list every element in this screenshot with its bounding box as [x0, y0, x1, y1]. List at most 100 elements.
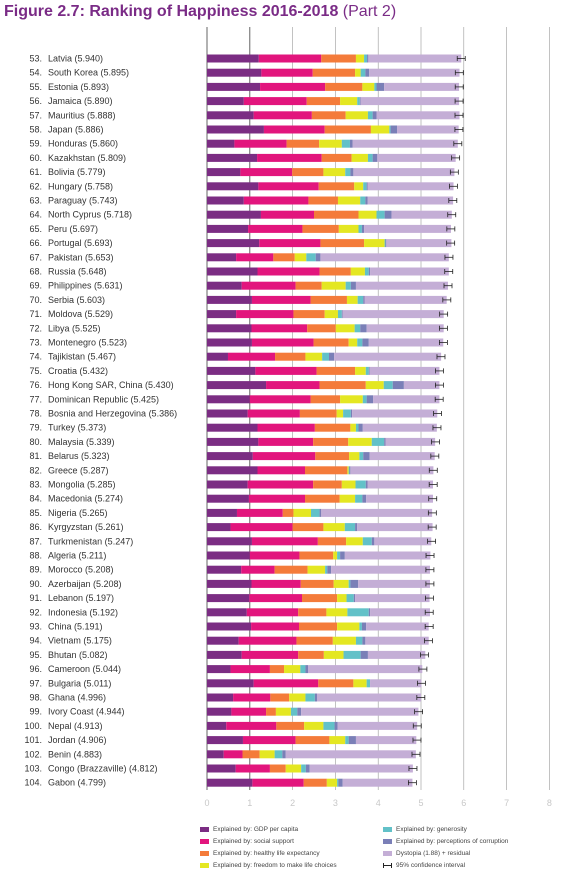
bar-segment-gdp [207, 352, 228, 361]
row-rank: 101. [24, 735, 42, 745]
bar-segment-life [310, 395, 341, 404]
bar-segment-corruption [328, 352, 335, 361]
bar-segment-generosity [337, 551, 341, 560]
bar-segment-gdp [207, 324, 252, 333]
bar-segment-dystopia [367, 196, 454, 205]
row-rank: 95. [29, 650, 42, 660]
bar-segment-generosity [355, 636, 363, 645]
bar-segment-dystopia [367, 480, 433, 489]
bar-segment-gdp [207, 253, 237, 262]
bar-segment-dystopia [334, 352, 442, 361]
bar-segment-social [241, 650, 299, 659]
bar-segment-gdp [207, 480, 248, 489]
bar-segment-generosity [343, 409, 351, 418]
row-rank: 89. [29, 565, 42, 575]
bar-segment-dystopia [357, 523, 433, 532]
bar-segment-freedom [338, 224, 359, 233]
bar-segment-social [230, 665, 270, 674]
x-tick-label: 6 [461, 798, 466, 808]
bar-segment-gdp [207, 111, 254, 120]
bar-row: 58. Japan (5.886) [29, 125, 464, 135]
bar-segment-freedom [285, 764, 302, 773]
bar-segment-gdp [207, 437, 259, 446]
bar-segment-generosity [371, 437, 385, 446]
bar-row: 65. Peru (5.697) [29, 224, 456, 234]
bar-segment-freedom [362, 82, 375, 91]
row-country-label: Bolivia (5.779) [48, 167, 106, 177]
bar-segment-generosity [345, 168, 351, 177]
bar-row: 76. Hong Kong SAR, China (5.430) [29, 380, 444, 390]
bar-segment-gdp [207, 68, 262, 77]
bar-segment-dystopia [331, 565, 430, 574]
bar-segment-gdp [207, 381, 267, 390]
bar-segment-life [300, 579, 334, 588]
bar-row: 102. Benin (4.883) [24, 749, 421, 759]
bar-segment-life [319, 381, 366, 390]
bar-segment-freedom [337, 196, 361, 205]
row-country-label: Turkey (5.373) [48, 423, 106, 433]
bar-segment-freedom [329, 736, 346, 745]
bar-segment-life [320, 239, 365, 248]
legend-swatch-gdp [200, 827, 209, 832]
bar-row: 80. Malaysia (5.339) [29, 437, 440, 447]
bar-segment-social [251, 537, 318, 546]
legend-label: Explained by: generosity [396, 826, 467, 833]
bar-segment-generosity [354, 324, 361, 333]
bar-segment-corruption [348, 736, 356, 745]
row-rank: 76. [29, 380, 42, 390]
bar-segment-social [259, 239, 321, 248]
row-country-label: Cameroon (5.044) [48, 664, 121, 674]
bar-segment-corruption [360, 324, 367, 333]
bar-segment-freedom [304, 721, 324, 730]
bar-row: 72. Libya (5.525) [29, 323, 448, 333]
bar-segment-life [314, 210, 359, 219]
row-rank: 77. [29, 394, 42, 404]
bar-segment-gdp [207, 366, 256, 375]
bar-row: 88. Algeria (5.211) [29, 551, 435, 561]
bar-segment-freedom [323, 523, 345, 532]
legend-label: Explained by: freedom to make life choic… [213, 862, 337, 869]
x-tick-label: 4 [376, 798, 381, 808]
row-country-label: Malaysia (5.339) [48, 437, 115, 447]
bar-row: 96. Cameroon (5.044) [29, 664, 428, 674]
bar-row: 59. Honduras (5.860) [29, 139, 463, 149]
bar-segment-gdp [207, 594, 250, 603]
row-rank: 59. [29, 139, 42, 149]
bar-segment-corruption [341, 310, 343, 319]
bar-segment-freedom [350, 267, 365, 276]
row-country-label: Russia (5.648) [48, 267, 107, 277]
bar-segment-generosity [346, 594, 354, 603]
bar-segment-life [299, 551, 334, 560]
bar-segment-generosity [360, 196, 366, 205]
bar-segment-freedom [346, 537, 363, 546]
bar-segment-dystopia [370, 679, 422, 688]
legend-label: Explained by: social support [213, 838, 294, 845]
bar-segment-life [318, 182, 355, 191]
legend-label: Explained by: GDP per capita [213, 826, 299, 833]
bar-segment-life [298, 650, 324, 659]
bar-segment-dystopia [342, 310, 444, 319]
bar-segment-life [324, 125, 371, 134]
bar-row: 86. Kyrgyzstan (5.261) [29, 522, 437, 532]
row-rank: 72. [29, 323, 42, 333]
bar-segment-life [317, 537, 347, 546]
bar-row: 53. Latvia (5.940) [29, 54, 466, 64]
bar-segment-life [275, 352, 306, 361]
bar-segment-freedom [347, 466, 349, 475]
bar-row: 57. Mauritius (5.888) [29, 110, 464, 120]
bar-segment-social [236, 310, 294, 319]
bar-segment-life [313, 338, 349, 347]
bar-segment-social [233, 693, 271, 702]
bar-segment-dystopia [320, 253, 449, 262]
bar-segment-gdp [207, 721, 227, 730]
row-rank: 53. [29, 54, 42, 64]
bar-segment-life [269, 764, 286, 773]
bar-segment-social [234, 139, 287, 148]
bar-segment-dystopia [350, 466, 434, 475]
bar-segment-freedom [353, 679, 367, 688]
bar-segment-corruption [297, 707, 302, 716]
bar-segment-social [248, 494, 306, 503]
bar-row: 67. Pakistan (5.653) [29, 252, 454, 262]
row-country-label: Kazakhstan (5.809) [48, 153, 126, 163]
bar-segment-social [249, 551, 300, 560]
